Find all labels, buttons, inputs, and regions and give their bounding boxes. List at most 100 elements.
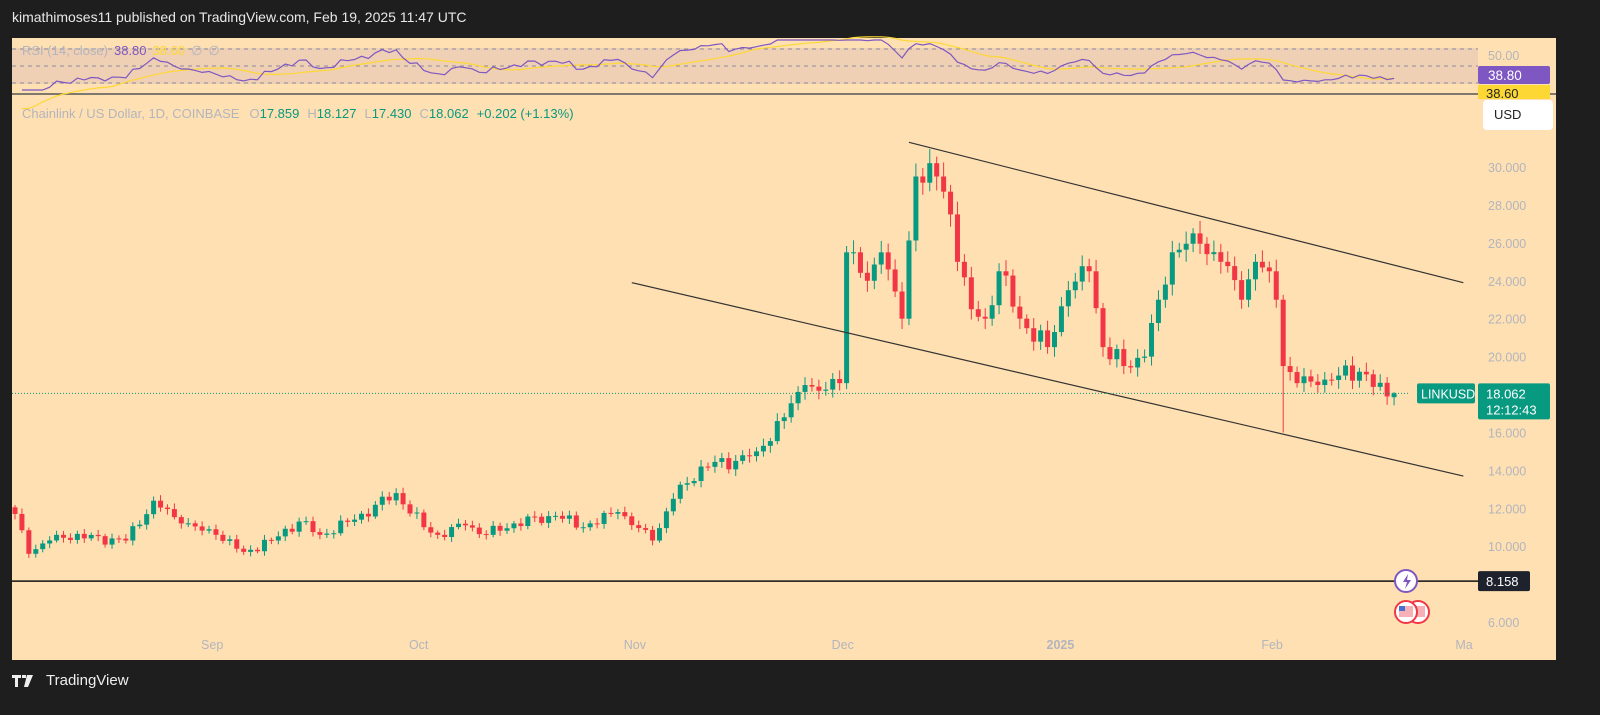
candle-body — [400, 493, 406, 505]
hline-price-label: 8.158 — [1486, 574, 1519, 589]
candle-body — [1183, 243, 1189, 250]
candle-body — [559, 515, 565, 519]
lightning-glyph-icon — [1403, 574, 1411, 589]
candle-body — [199, 526, 205, 531]
candle-body — [885, 252, 891, 270]
candle-body — [899, 291, 905, 319]
ohlc-legend-item: O — [249, 106, 259, 121]
candle-body — [372, 504, 378, 517]
candle-body — [656, 528, 662, 541]
x-tick-label: Sep — [201, 638, 223, 652]
candle-body — [317, 532, 323, 535]
candle-body — [123, 538, 129, 541]
x-tick-label: 2025 — [1047, 638, 1075, 652]
ohlc-legend-item: +0.202 (+1.13%) — [477, 106, 574, 121]
candle-body — [1017, 306, 1023, 319]
candle-body — [449, 527, 455, 538]
candle-body — [95, 534, 101, 537]
candle-body — [636, 525, 642, 529]
rsi-value-tag-label: 38.80 — [1488, 68, 1522, 83]
candle-body — [1266, 267, 1272, 272]
candle-body — [767, 441, 773, 446]
trendline[interactable] — [908, 141, 1464, 284]
candle-body — [1239, 280, 1245, 300]
candle-body — [1128, 366, 1134, 368]
candle-body — [255, 549, 261, 552]
candle-body — [740, 455, 746, 461]
candle-body — [1135, 357, 1141, 368]
candle-body — [338, 520, 344, 534]
candle-body — [1190, 233, 1196, 244]
candle-body — [88, 534, 94, 539]
candle-body — [352, 519, 358, 522]
hline-price-tag — [1478, 571, 1530, 592]
ohlc-legend-item: 18.127 — [317, 106, 357, 121]
candle-body — [1058, 306, 1064, 333]
candle-body — [213, 529, 219, 535]
y-tick-label: 16.000 — [1488, 426, 1526, 440]
rsi-ma-tag — [1478, 85, 1550, 99]
candle-body — [1273, 271, 1279, 300]
brand-label: TradingView — [46, 672, 129, 689]
currency-button-label: USD — [1494, 107, 1521, 122]
candle-body — [1370, 374, 1376, 387]
candle-body — [892, 269, 898, 292]
candle-body — [1204, 243, 1210, 255]
candle-body — [393, 493, 399, 501]
candle-body — [851, 252, 857, 254]
candle-body — [1107, 347, 1113, 360]
candle-body — [1225, 261, 1231, 267]
candle-body — [1301, 376, 1307, 384]
candle-body — [1045, 330, 1051, 348]
candle-body — [705, 466, 711, 468]
candle-body — [684, 483, 690, 485]
y-tick-label: 24.000 — [1488, 275, 1526, 289]
tradingview-brand[interactable]: TradingView — [12, 672, 129, 689]
candle-body — [1010, 275, 1016, 307]
candle-body — [1003, 271, 1009, 276]
candle-body — [1072, 281, 1078, 291]
candle-body — [144, 514, 150, 525]
candle-body — [518, 523, 524, 527]
candle-body — [171, 509, 177, 518]
y-tick-label: 22.000 — [1488, 313, 1526, 327]
candle-body — [816, 386, 822, 391]
candle-body — [206, 529, 212, 531]
candle-body — [629, 516, 635, 526]
candle-body — [386, 496, 392, 501]
candle-body — [691, 480, 697, 484]
ohlc-legend-item: 17.859 — [260, 106, 300, 121]
candle-body — [469, 525, 475, 528]
trendline[interactable] — [631, 282, 1464, 477]
candle-body — [795, 391, 801, 404]
candle-body — [594, 523, 600, 525]
candle-body — [1149, 323, 1155, 357]
candle-body — [192, 523, 198, 527]
candle-body — [566, 515, 572, 519]
currency-button[interactable] — [1483, 100, 1553, 130]
candle-body — [553, 515, 559, 517]
candle-body — [310, 521, 316, 533]
rsi-ma-tag-label: 38.60 — [1486, 86, 1519, 101]
candle-body — [580, 527, 586, 529]
candle-body — [677, 484, 683, 499]
candle-body — [1349, 365, 1355, 381]
ohlc-legend-item: C — [420, 106, 429, 121]
candle-body — [982, 316, 988, 319]
candle-body — [407, 504, 413, 514]
candle-body — [1336, 375, 1342, 380]
candle-body — [275, 536, 281, 541]
candle-body — [941, 176, 947, 192]
x-tick-label: Ma — [1455, 638, 1472, 652]
candle-body — [19, 513, 25, 531]
candle-body — [954, 214, 960, 262]
candle-body — [864, 272, 870, 281]
rsi-band — [12, 48, 1478, 84]
candle-body — [497, 525, 503, 531]
candle-body — [54, 534, 60, 541]
candle-body — [1121, 349, 1127, 367]
candle-body — [837, 378, 843, 384]
candle-body — [234, 539, 240, 549]
candle-body — [830, 378, 836, 390]
